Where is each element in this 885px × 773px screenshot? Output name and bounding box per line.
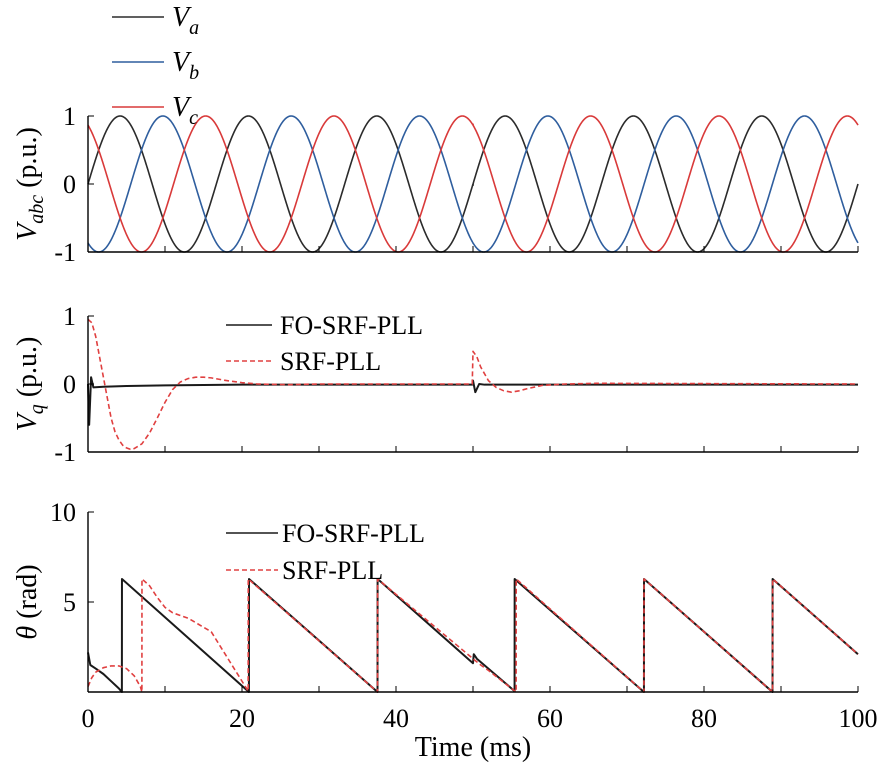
y-tick-label: -1	[54, 238, 76, 267]
legend-label-vabc-0: Va	[172, 2, 199, 39]
x-tick-label: 60	[537, 704, 563, 733]
series-theta-0	[87, 577, 859, 693]
panel-vabc: -1 0 1 Vabc (p.u.) Va Vb Vc	[12, 2, 859, 267]
y-axis-title-theta: θ (rad)	[12, 564, 43, 639]
legend-label-vq-0: FO-SRF-PLL	[280, 311, 423, 340]
panel-vq: -1 0 1 Vq (p.u.) FO-SRF-PLL SRF-PLL	[12, 302, 859, 467]
x-axis-title: Time (ms)	[415, 732, 531, 763]
x-tick-label: 40	[383, 704, 409, 733]
legend-label-theta-1: SRF-PLL	[282, 556, 383, 585]
x-tick-label: 0	[82, 704, 95, 733]
y-tick-label: 1	[63, 102, 76, 131]
y-tick-label: -1	[54, 438, 76, 467]
y-axis-title-vabc: Vabc (p.u.)	[12, 127, 48, 241]
legend-label-vabc-1: Vb	[172, 47, 199, 84]
x-tick-label: 20	[229, 704, 255, 733]
x-tick-label: 80	[691, 704, 717, 733]
legend-label-theta-0: FO-SRF-PLL	[282, 519, 425, 548]
legend-label-vabc-2: Vc	[172, 92, 198, 129]
y-tick-label: 5	[63, 588, 76, 617]
y-tick-label: 0	[63, 370, 76, 399]
series-vabc-0	[87, 115, 859, 253]
series-vq-1	[87, 318, 859, 451]
y-tick-label: 0	[63, 170, 76, 199]
y-tick-label: 1	[63, 302, 76, 331]
series-vabc-2	[87, 115, 859, 253]
y-axis-title-vq: Vq (p.u.)	[12, 337, 48, 432]
x-tick-label: 100	[839, 704, 878, 733]
series-vq-0	[87, 376, 858, 426]
series-vabc-1	[87, 115, 859, 253]
legend-label-vq-1: SRF-PLL	[280, 347, 381, 376]
series-theta-1	[87, 578, 859, 693]
y-tick-label: 10	[50, 498, 76, 527]
